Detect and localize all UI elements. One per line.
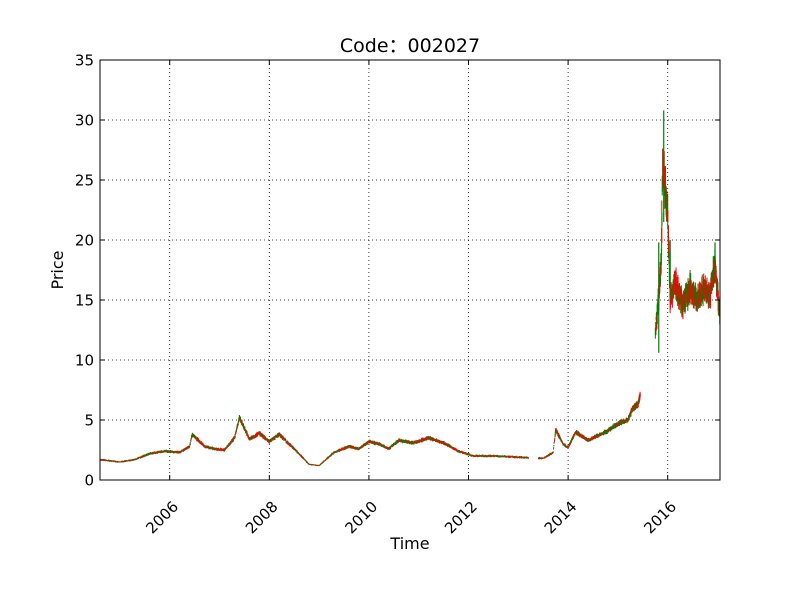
y-tick-label: 30 bbox=[75, 112, 94, 130]
chart-title: Code：002027 bbox=[340, 35, 480, 57]
plot-frame bbox=[99, 59, 721, 481]
x-axis-label: Time bbox=[389, 534, 429, 553]
y-tick-label: 10 bbox=[75, 352, 94, 370]
grid bbox=[100, 60, 720, 480]
y-tick-label: 15 bbox=[75, 292, 94, 310]
y-axis-label: Price bbox=[48, 250, 67, 289]
y-tick-label: 5 bbox=[84, 412, 94, 430]
y-tick-label: 25 bbox=[75, 172, 94, 190]
y-tick-label: 20 bbox=[75, 232, 94, 250]
y-tick-label: 0 bbox=[84, 472, 94, 490]
candles bbox=[99, 110, 721, 467]
y-tick-label: 35 bbox=[75, 52, 94, 70]
